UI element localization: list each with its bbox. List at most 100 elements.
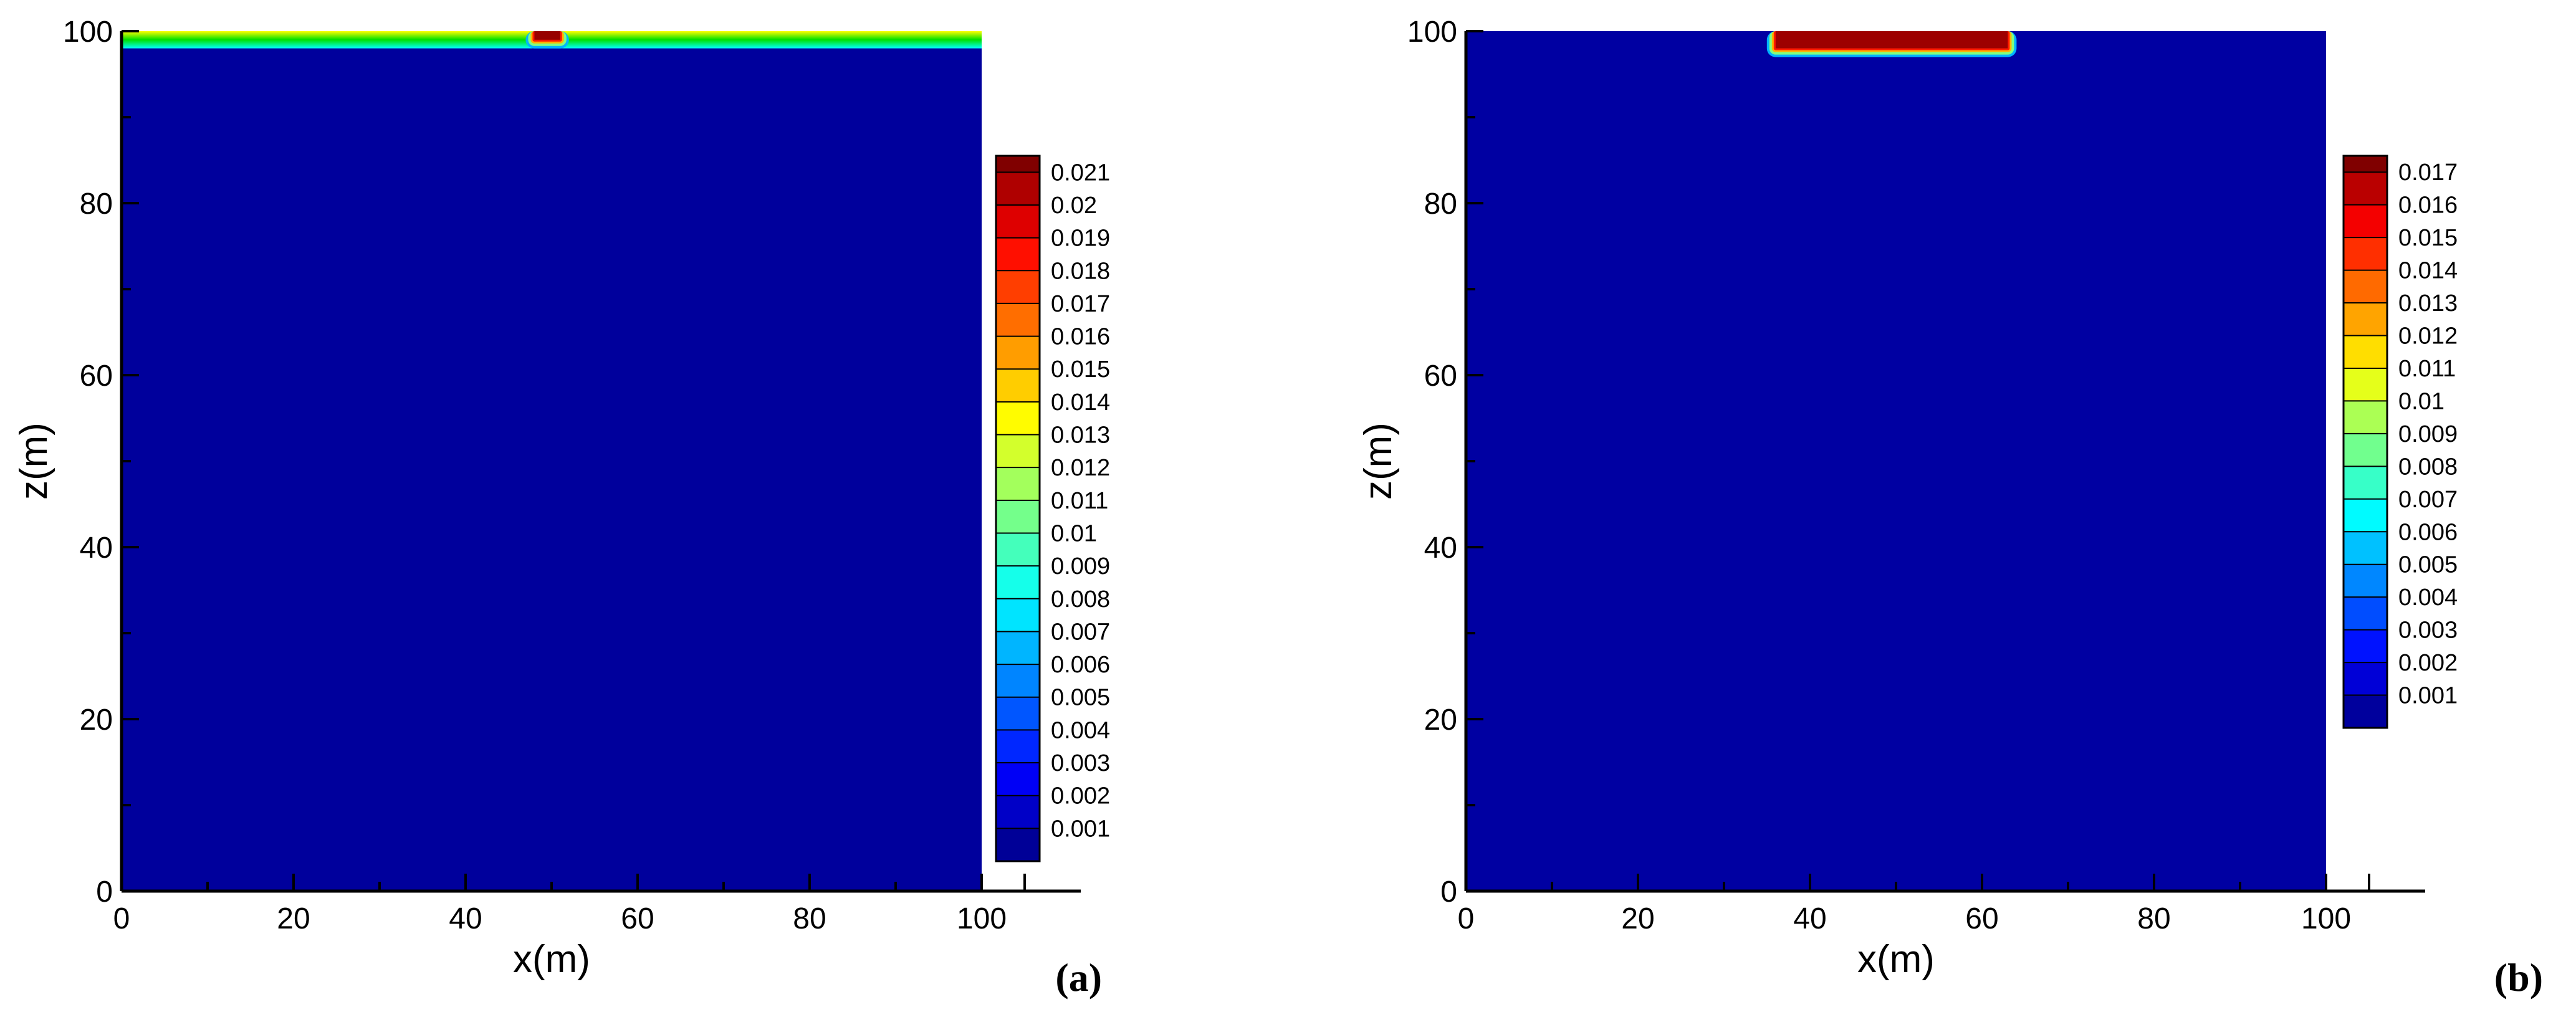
colorbar-label: 0.01: [1051, 520, 1097, 547]
colorbar-label: 0.002: [1051, 783, 1110, 809]
y-tick-label: 20: [1424, 704, 1457, 737]
y-tick-label: 40: [1424, 532, 1457, 565]
colorbar-label: 0.015: [1051, 356, 1110, 383]
colorbar-label: 0.013: [1051, 422, 1110, 449]
panel-label: (a): [1055, 955, 1102, 1000]
colorbar-label: 0.003: [1051, 750, 1110, 776]
x-tick-label: 100: [957, 902, 1007, 935]
colorbar-segment: [2344, 401, 2387, 434]
field-background: [122, 31, 982, 891]
colorbar-segment: [2344, 597, 2387, 630]
panel-label: (b): [2494, 955, 2543, 1000]
colorbar-segment: [996, 763, 1040, 796]
colorbar-label: 0.011: [1051, 488, 1108, 514]
colorbar-segment: [996, 730, 1040, 763]
colorbar-label: 0.002: [2398, 650, 2458, 676]
colorbar-segment: [2344, 564, 2387, 598]
x-tick-label: 0: [1458, 902, 1475, 935]
colorbar-label: 0.014: [1051, 389, 1110, 416]
colorbar-segment: [2344, 466, 2387, 499]
y-tick-label: 80: [1424, 188, 1457, 221]
x-tick-label: 0: [113, 902, 130, 935]
x-tick-label: 20: [277, 902, 310, 935]
colorbar-label: 0.004: [1051, 717, 1110, 743]
y-tick-label: 100: [63, 16, 113, 49]
colorbar-label: 0.009: [2398, 421, 2458, 447]
colorbar-segment: [2344, 335, 2387, 368]
colorbar-segment: [2344, 433, 2387, 467]
colorbar-border: [995, 155, 1041, 862]
colorbar-segment: [996, 500, 1040, 533]
colorbar-label: 0.001: [1051, 816, 1110, 842]
colorbar-label: 0.02: [1051, 193, 1097, 219]
colorbar-label: 0.015: [2398, 225, 2458, 251]
y-tick-label: 0: [96, 876, 113, 909]
colorbar-segment: [996, 401, 1040, 435]
x-tick-label: 100: [2301, 902, 2351, 935]
colorbar-label: 0.014: [2398, 258, 2458, 284]
colorbar-label: 0.009: [1051, 553, 1110, 580]
colorbar-segment: [996, 697, 1040, 730]
colorbar-segment: [996, 270, 1040, 303]
colorbar-label: 0.011: [2398, 356, 2456, 382]
chart-panel-b: 0 20 40 60 80 100020406080100x(m)z(m)0.0170.0…: [1357, 16, 2543, 1000]
colorbar-label: 0.004: [2398, 585, 2458, 611]
colorbar-segment: [996, 237, 1040, 271]
x-tick-label: 40: [1793, 902, 1826, 935]
colorbar-segment: [2344, 499, 2387, 532]
colorbar-label: 0.005: [2398, 552, 2458, 578]
hotspot-0: [534, 31, 560, 40]
colorbar-segment: [996, 434, 1040, 468]
colorbar-label: 0.006: [2398, 519, 2458, 545]
colorbar-label: 0.001: [2398, 683, 2458, 709]
colorbar-segment: [996, 795, 1040, 829]
colorbar-label: 0.007: [2398, 487, 2458, 513]
colorbar-segment: [996, 156, 1040, 173]
colorbar-label: 0.008: [1051, 586, 1110, 613]
colorbar-segment: [996, 533, 1040, 566]
colorbar-label: 0.017: [1051, 291, 1110, 317]
colorbar-segment: [2344, 695, 2387, 728]
colorbar-segment: [2344, 204, 2387, 238]
colorbar-label: 0.016: [1051, 324, 1110, 350]
colorbar-label: 0.021: [1051, 160, 1110, 186]
colorbar-segment: [996, 598, 1040, 632]
colorbar-segment: [996, 467, 1040, 500]
colorbar-label: 0.012: [2398, 323, 2458, 350]
y-axis-title: z(m): [1357, 422, 1400, 500]
colorbar-segment: [996, 828, 1040, 861]
colorbar-segment: [996, 204, 1040, 238]
x-axis-title: x(m): [513, 938, 590, 981]
colorbar-label: 0.008: [2398, 454, 2458, 480]
colorbar-segment: [2344, 629, 2387, 663]
chart-panel-a: 0 20 40 60 80 100020406080100x(m)z(m)0.0210.0…: [12, 16, 1110, 1000]
colorbar-segment: [2344, 270, 2387, 303]
x-tick-label: 80: [2137, 902, 2170, 935]
x-tick-label: 80: [793, 902, 826, 935]
colorbar-segment: [2344, 532, 2387, 565]
y-axis-title: z(m): [12, 422, 55, 500]
colorbar-label: 0.006: [1051, 652, 1110, 678]
colorbar: 0.017 0.016 0.015 0.014 0.013 0.012 0.011 0.01 0…: [2342, 155, 2458, 729]
colorbar-label: 0.016: [2398, 193, 2458, 219]
colorbar-segment: [996, 172, 1040, 205]
colorbar-label: 0.01: [2398, 388, 2444, 414]
x-axis-title: x(m): [1857, 938, 1935, 981]
x-tick-label: 60: [1965, 902, 1998, 935]
y-tick-label: 0: [1440, 876, 1457, 909]
colorbar-label: 0.019: [1051, 226, 1110, 252]
colorbar-segment: [2344, 368, 2387, 401]
y-tick-label: 100: [1407, 16, 1457, 49]
colorbar-label: 0.003: [2398, 618, 2458, 644]
colorbar-segment: [996, 303, 1040, 337]
y-tick-label: 40: [80, 532, 113, 565]
colorbar-segment: [2344, 662, 2387, 695]
field-background: [1466, 31, 2326, 891]
hotspot-0: [1775, 31, 2008, 49]
y-tick-label: 80: [80, 188, 113, 221]
colorbar: 0.021 0.02 0.019 0.018 0.017 0.016 0.015 0.014 0…: [995, 155, 1110, 862]
colorbar-segment: [2344, 237, 2387, 270]
colorbar-label: 0.012: [1051, 455, 1110, 481]
